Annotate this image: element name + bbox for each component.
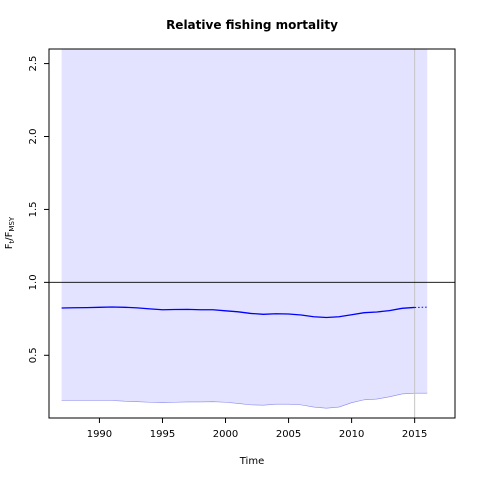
x-tick-label: 2010	[339, 429, 364, 440]
plot-frame	[48, 48, 456, 419]
x-tick-label: 1995	[150, 429, 175, 440]
confidence-band-lower-edge	[61, 392, 428, 409]
y-label-sub1: t	[8, 240, 16, 243]
chart-title: Relative fishing mortality	[166, 18, 338, 32]
x-tick-label: 2015	[402, 429, 427, 440]
x-tick-label: 2000	[213, 429, 238, 440]
x-tick-label: 1990	[87, 429, 112, 440]
x-axis: 1990 1995 2000 2005 2010 2015	[87, 418, 427, 440]
x-axis-label: Time	[239, 456, 264, 467]
y-tick-label: 0.5	[28, 347, 39, 363]
y-tick-label: 1.5	[28, 201, 39, 217]
y-axis: 0.5 1.0 1.5 2.0 2.5	[28, 56, 49, 363]
plot-area	[49, 49, 455, 418]
y-label-sub2: MSY	[8, 216, 16, 231]
x-tick-label: 2005	[276, 429, 301, 440]
estimate-line	[61, 306, 415, 319]
y-tick-label: 2.0	[28, 129, 39, 145]
y-axis-label: Ft/FMSY	[4, 216, 16, 249]
y-label-mid: /F	[4, 231, 15, 240]
confidence-band	[61, 49, 428, 409]
y-tick-label: 1.0	[28, 274, 39, 290]
y-tick-label: 2.5	[28, 56, 39, 72]
y-label-main: F	[4, 243, 15, 249]
